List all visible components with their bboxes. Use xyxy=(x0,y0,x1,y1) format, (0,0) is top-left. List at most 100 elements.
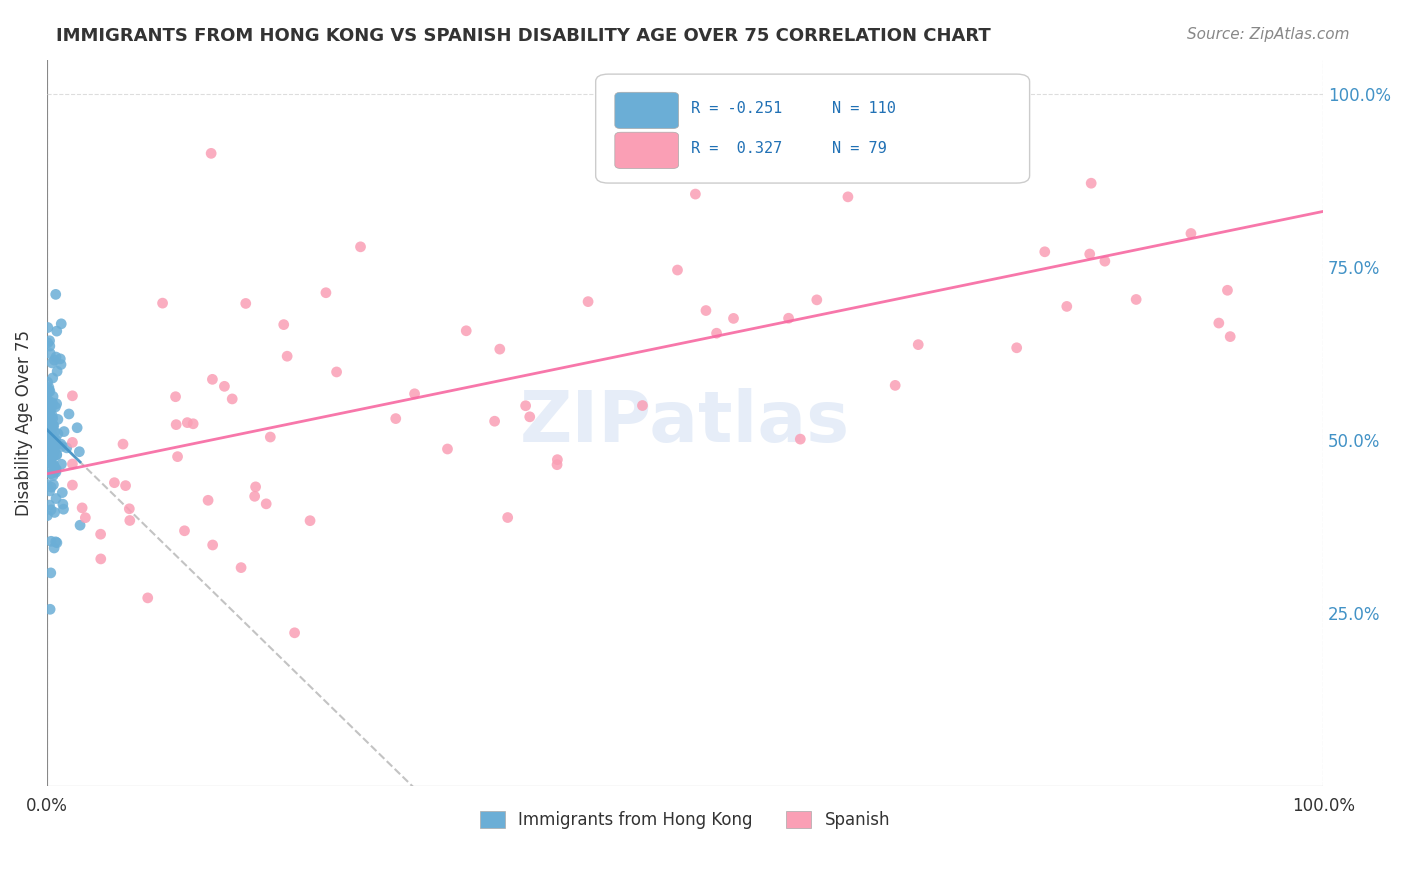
Immigrants from Hong Kong xyxy=(38,383,60,397)
Spanish xyxy=(114,478,136,492)
Immigrants from Hong Kong xyxy=(37,399,59,413)
Immigrants from Hong Kong xyxy=(44,459,66,474)
Spanish xyxy=(806,293,828,307)
Immigrants from Hong Kong xyxy=(45,397,67,411)
Immigrants from Hong Kong xyxy=(45,287,67,301)
Text: R = -0.251: R = -0.251 xyxy=(692,102,783,117)
Immigrants from Hong Kong xyxy=(44,463,66,477)
Spanish xyxy=(628,153,651,168)
Immigrants from Hong Kong xyxy=(37,439,59,453)
Spanish xyxy=(766,155,789,169)
Text: N = 110: N = 110 xyxy=(832,102,896,117)
Immigrants from Hong Kong xyxy=(39,399,62,413)
Immigrants from Hong Kong xyxy=(69,518,91,533)
Immigrants from Hong Kong xyxy=(42,419,65,434)
Immigrants from Hong Kong xyxy=(42,468,65,483)
Immigrants from Hong Kong xyxy=(39,397,62,411)
Spanish xyxy=(631,399,654,413)
Spanish xyxy=(723,311,745,326)
Immigrants from Hong Kong xyxy=(39,417,62,431)
Spanish xyxy=(62,435,84,450)
Spanish xyxy=(1208,316,1230,330)
Immigrants from Hong Kong xyxy=(45,465,67,479)
Immigrants from Hong Kong xyxy=(37,417,59,431)
Spanish xyxy=(62,457,84,471)
Immigrants from Hong Kong xyxy=(52,502,75,516)
Spanish xyxy=(201,538,224,552)
Immigrants from Hong Kong xyxy=(49,358,72,372)
Immigrants from Hong Kong xyxy=(55,441,77,455)
Immigrants from Hong Kong xyxy=(37,409,59,424)
Spanish xyxy=(165,417,187,432)
Immigrants from Hong Kong xyxy=(39,417,62,431)
Immigrants from Hong Kong xyxy=(49,437,72,451)
Immigrants from Hong Kong xyxy=(51,485,73,500)
Immigrants from Hong Kong xyxy=(38,411,60,425)
Spanish xyxy=(496,510,519,524)
Immigrants from Hong Kong xyxy=(37,462,59,476)
Immigrants from Hong Kong xyxy=(41,458,63,472)
Immigrants from Hong Kong xyxy=(66,421,89,435)
Immigrants from Hong Kong xyxy=(37,320,59,334)
Immigrants from Hong Kong xyxy=(41,411,63,425)
Spanish xyxy=(484,414,506,428)
Y-axis label: Disability Age Over 75: Disability Age Over 75 xyxy=(15,330,32,516)
Spanish xyxy=(111,437,134,451)
Immigrants from Hong Kong xyxy=(38,406,60,420)
Immigrants from Hong Kong xyxy=(37,433,59,447)
Immigrants from Hong Kong xyxy=(44,436,66,450)
Spanish xyxy=(165,390,187,404)
Immigrants from Hong Kong xyxy=(45,324,67,338)
Spanish xyxy=(62,389,84,403)
Spanish xyxy=(90,527,112,541)
Legend: Immigrants from Hong Kong, Spanish: Immigrants from Hong Kong, Spanish xyxy=(474,804,897,836)
Immigrants from Hong Kong xyxy=(38,384,60,399)
FancyBboxPatch shape xyxy=(614,92,679,128)
Immigrants from Hong Kong xyxy=(67,444,90,458)
Immigrants from Hong Kong xyxy=(38,401,60,415)
Immigrants from Hong Kong xyxy=(41,371,63,385)
Immigrants from Hong Kong xyxy=(58,407,80,421)
Immigrants from Hong Kong xyxy=(52,497,75,511)
Spanish xyxy=(546,458,568,472)
Immigrants from Hong Kong xyxy=(39,480,62,494)
Immigrants from Hong Kong xyxy=(53,425,76,439)
Immigrants from Hong Kong xyxy=(39,566,62,580)
Immigrants from Hong Kong xyxy=(38,498,60,512)
Spanish xyxy=(245,480,267,494)
Immigrants from Hong Kong xyxy=(44,400,66,414)
Spanish xyxy=(546,452,568,467)
Spanish xyxy=(576,294,599,309)
Immigrants from Hong Kong xyxy=(38,415,60,429)
Spanish xyxy=(404,386,426,401)
Spanish xyxy=(173,524,195,538)
Spanish xyxy=(1125,293,1147,307)
Immigrants from Hong Kong xyxy=(42,442,65,456)
Spanish xyxy=(299,514,322,528)
Text: IMMIGRANTS FROM HONG KONG VS SPANISH DISABILITY AGE OVER 75 CORRELATION CHART: IMMIGRANTS FROM HONG KONG VS SPANISH DIS… xyxy=(56,27,991,45)
Spanish xyxy=(1056,300,1078,314)
Immigrants from Hong Kong xyxy=(37,395,59,409)
Immigrants from Hong Kong xyxy=(38,380,60,394)
Immigrants from Hong Kong xyxy=(37,440,59,454)
Immigrants from Hong Kong xyxy=(38,334,60,348)
Immigrants from Hong Kong xyxy=(41,442,63,456)
Text: ZIPatlas: ZIPatlas xyxy=(520,388,851,458)
Spanish xyxy=(197,493,219,508)
Spanish xyxy=(276,349,298,363)
Spanish xyxy=(284,625,307,640)
Immigrants from Hong Kong xyxy=(39,422,62,436)
Immigrants from Hong Kong xyxy=(44,505,66,519)
Text: N = 79: N = 79 xyxy=(832,142,887,156)
Immigrants from Hong Kong xyxy=(39,534,62,549)
Immigrants from Hong Kong xyxy=(45,535,67,549)
Immigrants from Hong Kong xyxy=(38,454,60,468)
Spanish xyxy=(384,411,406,425)
Spanish xyxy=(1033,244,1056,259)
Spanish xyxy=(1180,227,1202,241)
Immigrants from Hong Kong xyxy=(44,444,66,458)
Immigrants from Hong Kong xyxy=(38,453,60,467)
Spanish xyxy=(103,475,125,490)
Spanish xyxy=(166,450,188,464)
Immigrants from Hong Kong xyxy=(38,483,60,498)
